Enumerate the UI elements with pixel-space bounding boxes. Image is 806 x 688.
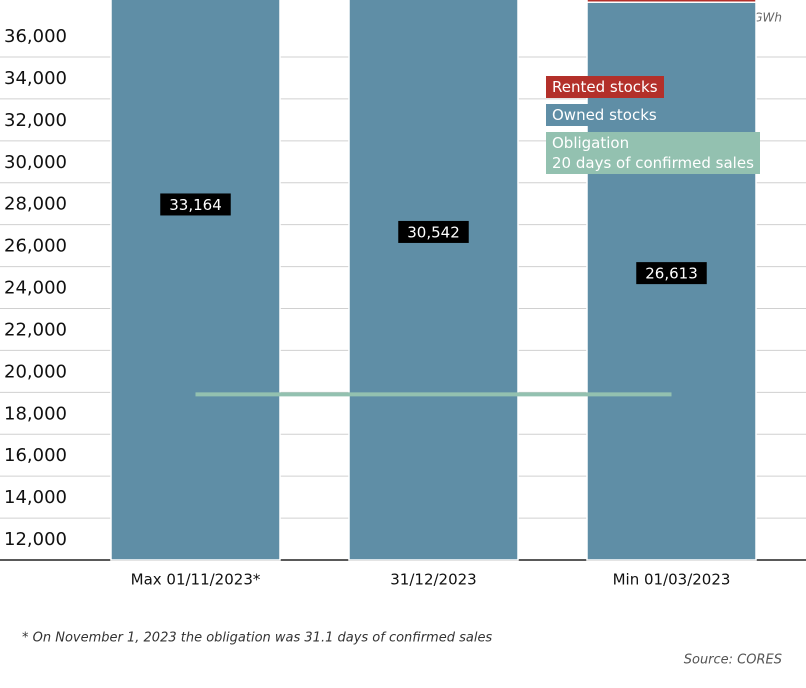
- footnote: * On November 1, 2023 the obligation was…: [22, 631, 492, 646]
- y-tick-label: 14,000: [4, 487, 67, 508]
- value-label-box: [636, 262, 707, 285]
- y-tick-label: 32,000: [4, 110, 67, 131]
- value-label: 30,542: [407, 223, 460, 241]
- y-tick-label: 16,000: [4, 445, 67, 466]
- value-label-box: [398, 220, 469, 243]
- x-tick-label: Min 01/03/2023: [613, 571, 731, 589]
- x-tick-label: 31/12/2023: [390, 571, 476, 589]
- bar-segment: [110, 0, 281, 561]
- y-tick-label: 26,000: [4, 236, 67, 257]
- y-tick-label: 20,000: [4, 361, 67, 382]
- y-tick-label: 34,000: [4, 68, 67, 89]
- source: Source: CORES: [684, 653, 782, 668]
- value-label: 33,164: [169, 196, 222, 214]
- legend-entry: Rented stocks: [546, 76, 664, 98]
- y-tick-label: 28,000: [4, 194, 67, 215]
- y-tick-label: 24,000: [4, 278, 67, 299]
- value-label-box: [160, 193, 231, 216]
- y-tick-label: 22,000: [4, 319, 67, 340]
- bar-segment: [348, 0, 519, 561]
- y-tick-label: 12,000: [4, 529, 67, 550]
- y-tick-label: 36,000: [4, 26, 67, 47]
- bar-segment: [586, 0, 757, 3]
- y-tick-label: 30,000: [4, 152, 67, 173]
- legend-entry: Owned stocks: [546, 104, 663, 126]
- x-tick-label: Max 01/11/2023*: [131, 571, 261, 589]
- y-tick-label: 18,000: [4, 403, 67, 424]
- value-label: 26,613: [645, 265, 698, 283]
- legend-entry: Obligation 20 days of confirmed sales: [546, 132, 760, 174]
